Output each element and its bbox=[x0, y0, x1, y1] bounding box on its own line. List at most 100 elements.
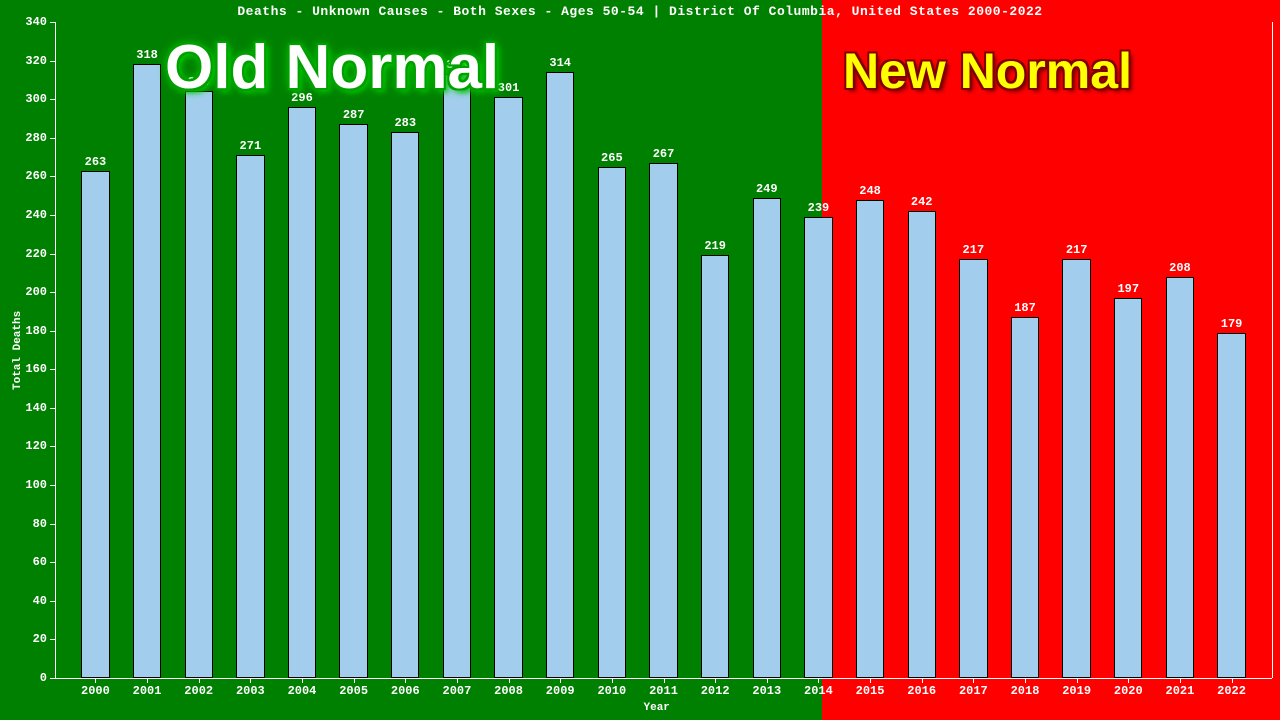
xtick-mark bbox=[1232, 678, 1233, 683]
ytick-label: 20 bbox=[0, 632, 47, 646]
xtick-mark bbox=[199, 678, 200, 683]
xtick-mark bbox=[457, 678, 458, 683]
xtick-label-2022: 2022 bbox=[1217, 684, 1246, 698]
xtick-label-2013: 2013 bbox=[752, 684, 781, 698]
bar-2009 bbox=[546, 72, 574, 678]
bar-label-2006: 283 bbox=[394, 116, 416, 130]
xtick-mark bbox=[302, 678, 303, 683]
ytick-label: 280 bbox=[0, 131, 47, 145]
bar-label-2022: 179 bbox=[1221, 317, 1243, 331]
bar-2021 bbox=[1166, 277, 1194, 678]
bar-label-2010: 265 bbox=[601, 151, 623, 165]
bar-2019 bbox=[1062, 259, 1090, 678]
ytick-mark bbox=[50, 678, 55, 679]
xtick-mark bbox=[767, 678, 768, 683]
bar-2015 bbox=[856, 200, 884, 678]
xtick-mark bbox=[147, 678, 148, 683]
bar-2004 bbox=[288, 107, 316, 678]
background-region-1 bbox=[822, 0, 1280, 720]
xtick-mark bbox=[664, 678, 665, 683]
xtick-mark bbox=[560, 678, 561, 683]
x-axis-title: Year bbox=[644, 702, 670, 714]
y-axis-title: Total Deaths bbox=[12, 311, 24, 390]
bar-label-2003: 271 bbox=[240, 139, 262, 153]
xtick-label-2005: 2005 bbox=[339, 684, 368, 698]
xtick-mark bbox=[1128, 678, 1129, 683]
ytick-label: 100 bbox=[0, 478, 47, 492]
xtick-label-2007: 2007 bbox=[443, 684, 472, 698]
right-axis-line bbox=[1272, 22, 1273, 678]
ytick-label: 80 bbox=[0, 517, 47, 531]
xtick-mark bbox=[405, 678, 406, 683]
ytick-label: 40 bbox=[0, 594, 47, 608]
xtick-label-2010: 2010 bbox=[597, 684, 626, 698]
ytick-mark bbox=[50, 524, 55, 525]
bar-label-2008: 301 bbox=[498, 81, 520, 95]
chart-title: Deaths - Unknown Causes - Both Sexes - A… bbox=[0, 4, 1280, 19]
bar-label-2001: 318 bbox=[136, 48, 158, 62]
ytick-mark bbox=[50, 292, 55, 293]
xtick-label-2002: 2002 bbox=[184, 684, 213, 698]
xtick-mark bbox=[95, 678, 96, 683]
bar-label-2020: 197 bbox=[1117, 282, 1139, 296]
bar-label-2000: 263 bbox=[85, 155, 107, 169]
ytick-mark bbox=[50, 99, 55, 100]
bar-label-2005: 287 bbox=[343, 108, 365, 122]
ytick-mark bbox=[50, 22, 55, 23]
ytick-label: 220 bbox=[0, 247, 47, 261]
bar-label-2019: 217 bbox=[1066, 243, 1088, 257]
bar-label-2018: 187 bbox=[1014, 301, 1036, 315]
xtick-label-2012: 2012 bbox=[701, 684, 730, 698]
bar-label-2015: 248 bbox=[859, 184, 881, 198]
xtick-mark bbox=[612, 678, 613, 683]
ytick-mark bbox=[50, 331, 55, 332]
xtick-mark bbox=[1180, 678, 1181, 683]
bar-2011 bbox=[649, 163, 677, 678]
bar-2020 bbox=[1114, 298, 1142, 678]
xtick-mark bbox=[818, 678, 819, 683]
xtick-mark bbox=[973, 678, 974, 683]
bar-2013 bbox=[753, 198, 781, 678]
bar-2005 bbox=[339, 124, 367, 678]
xtick-label-2001: 2001 bbox=[133, 684, 162, 698]
ytick-mark bbox=[50, 601, 55, 602]
bar-label-2011: 267 bbox=[653, 147, 675, 161]
xtick-label-2006: 2006 bbox=[391, 684, 420, 698]
ytick-label: 300 bbox=[0, 92, 47, 106]
xtick-mark bbox=[922, 678, 923, 683]
bar-2010 bbox=[598, 167, 626, 678]
ytick-label: 0 bbox=[0, 671, 47, 685]
xtick-label-2021: 2021 bbox=[1166, 684, 1195, 698]
bar-label-2017: 217 bbox=[963, 243, 985, 257]
ytick-mark bbox=[50, 215, 55, 216]
xtick-mark bbox=[509, 678, 510, 683]
ytick-mark bbox=[50, 369, 55, 370]
xtick-mark bbox=[354, 678, 355, 683]
xtick-label-2016: 2016 bbox=[907, 684, 936, 698]
bar-label-2014: 239 bbox=[808, 201, 830, 215]
overlay-old-normal: Old Normal bbox=[165, 32, 499, 103]
bar-2008 bbox=[494, 97, 522, 678]
bar-2018 bbox=[1011, 317, 1039, 678]
ytick-label: 260 bbox=[0, 169, 47, 183]
xtick-label-2017: 2017 bbox=[959, 684, 988, 698]
ytick-label: 140 bbox=[0, 401, 47, 415]
ytick-label: 120 bbox=[0, 439, 47, 453]
bar-2003 bbox=[236, 155, 264, 678]
xtick-label-2011: 2011 bbox=[649, 684, 678, 698]
bar-2014 bbox=[804, 217, 832, 678]
ytick-label: 340 bbox=[0, 15, 47, 29]
deaths-bar-chart: Deaths - Unknown Causes - Both Sexes - A… bbox=[0, 0, 1280, 720]
bar-2001 bbox=[133, 64, 161, 678]
bar-label-2012: 219 bbox=[704, 239, 726, 253]
y-axis-line bbox=[55, 22, 56, 678]
ytick-mark bbox=[50, 639, 55, 640]
ytick-label: 200 bbox=[0, 285, 47, 299]
xtick-label-2009: 2009 bbox=[546, 684, 575, 698]
overlay-new-normal: New Normal bbox=[843, 42, 1132, 100]
xtick-mark bbox=[870, 678, 871, 683]
bar-2000 bbox=[81, 171, 109, 678]
bar-label-2016: 242 bbox=[911, 195, 933, 209]
bar-2002 bbox=[185, 91, 213, 678]
xtick-label-2000: 2000 bbox=[81, 684, 110, 698]
